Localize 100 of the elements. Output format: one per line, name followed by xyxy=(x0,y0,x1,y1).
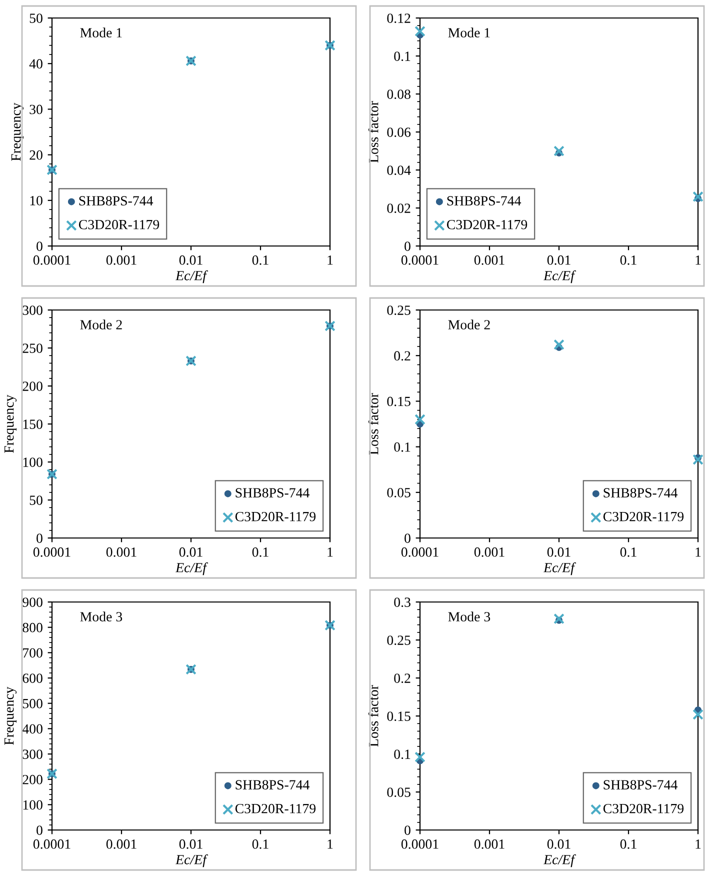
point xyxy=(414,414,426,425)
y-tick-label: 700 xyxy=(23,648,42,658)
y-tick-label: 300 xyxy=(22,306,42,315)
y-tick-label: 800 xyxy=(22,622,42,632)
y-tick-label: 20 xyxy=(30,150,42,160)
y-tick-label: 400 xyxy=(22,724,42,734)
annotation: Mode 2 xyxy=(448,320,490,330)
x-axis-title: Ec/Ef xyxy=(175,270,208,284)
x-tick-label: 0.0001 xyxy=(33,255,70,265)
x-tick-label: 0.01 xyxy=(179,839,202,849)
annotation: Mode 1 xyxy=(448,28,490,38)
y-tick-label: 200 xyxy=(22,774,42,784)
x-tick-label: 0.01 xyxy=(547,839,570,849)
x-axis-title: Ec/Ef xyxy=(543,270,576,284)
y-tick-label: 900 xyxy=(22,598,42,607)
x-tick-label: 1 xyxy=(328,255,333,265)
x-tick-label: 0.001 xyxy=(106,255,136,265)
y-tick-label: 600 xyxy=(22,674,42,683)
y-tick-label: 0.2 xyxy=(394,674,410,684)
x-tick-label: 1 xyxy=(328,547,333,557)
y-tick-label: 0.04 xyxy=(387,166,411,176)
y-tick-label: 0 xyxy=(36,826,42,835)
y-tick-label: 0.15 xyxy=(387,712,410,722)
x-tick-label: 0.1 xyxy=(252,839,268,849)
x-tick-label: 0.001 xyxy=(474,547,504,557)
x-tick-label: 0.0001 xyxy=(401,547,438,557)
y-axis-title: Loss factor xyxy=(368,101,378,163)
legend-label: C3D20R-1179 xyxy=(603,804,684,814)
legend-label: C3D20R-1179 xyxy=(235,512,316,522)
legend-label: SHB8PS-744 xyxy=(79,196,154,206)
x-tick-label: 0.001 xyxy=(474,255,504,265)
legend-label: C3D20R-1179 xyxy=(446,220,528,230)
y-tick-label: 0.15 xyxy=(387,396,410,406)
x-tick-label: 0.01 xyxy=(547,255,570,265)
x-tick-label: 1 xyxy=(696,839,701,849)
annotation: Mode 3 xyxy=(448,612,490,622)
y-tick-label: 10 xyxy=(30,196,42,206)
y-tick-label: 50 xyxy=(30,496,42,505)
x-tick-label: 1 xyxy=(328,839,333,849)
y-tick-label: 0.05 xyxy=(387,488,410,498)
x-tick-label: 0.0001 xyxy=(33,839,70,849)
y-tick-label: 0 xyxy=(36,242,42,251)
legend-label: C3D20R-1179 xyxy=(235,804,316,814)
y-tick-label: 0.1 xyxy=(394,52,410,62)
y-tick-label: 0.05 xyxy=(387,788,410,798)
y-tick-label: 0.02 xyxy=(387,204,410,214)
y-tick-label: 0.08 xyxy=(387,90,410,100)
x-tick-label: 0.01 xyxy=(179,255,202,265)
annotation: Mode 2 xyxy=(80,320,122,330)
x-tick-label: 0.1 xyxy=(252,255,268,265)
y-tick-label: 250 xyxy=(22,344,42,353)
x-tick-label: 0.1 xyxy=(620,255,636,265)
x-tick-label: 0.1 xyxy=(620,839,636,849)
y-axis-title: Frequency xyxy=(11,102,24,161)
y-tick-label: 30 xyxy=(30,104,42,114)
y-tick-label: 150 xyxy=(23,420,42,429)
legend-label: SHB8PS-744 xyxy=(604,780,678,790)
y-tick-label: 0 xyxy=(404,242,410,251)
x-tick-label: 0.0001 xyxy=(33,547,70,557)
y-tick-label: 0.25 xyxy=(387,306,410,316)
annotation: Mode 1 xyxy=(80,28,122,38)
point xyxy=(554,146,564,156)
x-tick-label: 0.001 xyxy=(106,839,136,849)
y-tick-label: 0.06 xyxy=(387,128,411,138)
y-axis-title: Loss factor xyxy=(368,393,378,455)
y-tick-label: 0.1 xyxy=(394,442,410,452)
x-axis-title: Ec/Ef xyxy=(175,854,208,868)
point xyxy=(554,339,564,350)
point xyxy=(414,752,426,762)
y-tick-label: 300 xyxy=(22,750,42,759)
point xyxy=(414,26,426,37)
x-tick-label: 0.01 xyxy=(179,547,202,557)
x-axis-title: Ec/Ef xyxy=(543,854,576,868)
y-tick-label: 100 xyxy=(23,800,42,810)
x-tick-label: 1 xyxy=(696,547,701,557)
legend-label: C3D20R-1179 xyxy=(603,512,684,522)
y-tick-label: 0 xyxy=(36,534,42,543)
x-tick-label: 1 xyxy=(696,255,701,265)
y-tick-label: 0 xyxy=(404,826,410,835)
x-axis-title: Ec/Ef xyxy=(175,562,208,576)
y-tick-label: 0.25 xyxy=(387,636,410,646)
y-tick-label: 0.1 xyxy=(394,750,410,760)
x-tick-label: 0.0001 xyxy=(401,839,438,849)
y-tick-label: 0.2 xyxy=(394,351,410,361)
x-tick-label: 0.001 xyxy=(474,839,504,849)
annotation: Mode 3 xyxy=(80,612,122,622)
legend-label: C3D20R-1179 xyxy=(78,220,160,230)
x-tick-label: 0.1 xyxy=(620,547,636,557)
point xyxy=(554,613,564,624)
y-axis-title: Frequency xyxy=(4,686,17,745)
y-tick-label: 0.12 xyxy=(387,14,410,24)
y-tick-label: 0 xyxy=(404,534,410,543)
y-tick-label: 40 xyxy=(29,59,42,69)
y-axis-title: Loss factor xyxy=(368,685,378,747)
legend-label: SHB8PS-744 xyxy=(236,780,310,790)
y-axis-title: Frequency xyxy=(4,394,17,453)
y-tick-label: 50 xyxy=(30,14,42,23)
legend-label: SHB8PS-744 xyxy=(604,488,678,498)
y-tick-label: 200 xyxy=(22,382,42,391)
y-tick-label: 100 xyxy=(23,458,42,467)
